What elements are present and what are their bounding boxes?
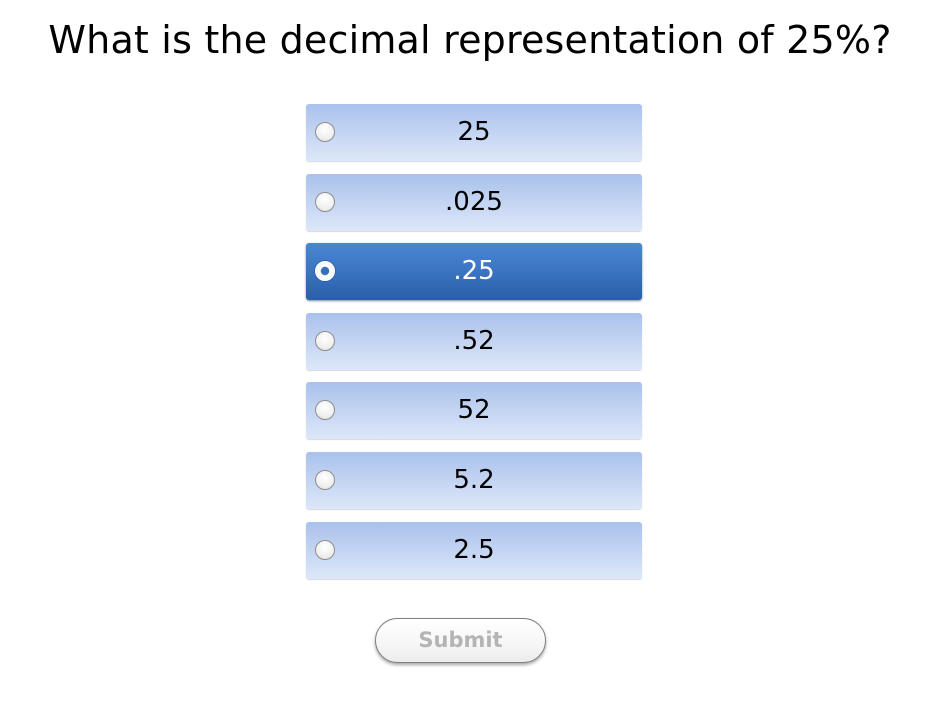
submit-button[interactable]: Submit [375,618,546,663]
option-label: 25 [457,117,491,147]
option-52[interactable]: 52 [306,382,642,440]
question-text: What is the decimal representation of 25… [48,18,892,62]
option-2-point-5[interactable]: 2.5 [306,521,642,579]
option-label: 5.2 [453,464,495,495]
radio-button-icon[interactable] [315,191,335,212]
option-point-52[interactable]: .52 [306,312,642,370]
option-025[interactable]: .025 [306,173,642,231]
option-label: .25 [453,256,495,287]
radio-button-icon[interactable] [315,122,335,142]
radio-button-icon[interactable] [315,539,335,560]
option-label: 52 [457,395,491,426]
answer-options: 25 .025 .25 .52 52 5.2 2.5 [306,104,642,591]
option-label: 2.5 [453,534,495,565]
radio-button-icon[interactable] [315,469,335,490]
option-5-point-2[interactable]: 5.2 [306,451,642,509]
radio-button-icon[interactable] [315,330,335,351]
option-25[interactable]: 25 [306,104,642,161]
option-label: .52 [453,325,495,356]
radio-button-icon[interactable] [315,400,335,421]
option-label: .025 [445,186,503,217]
radio-button-icon[interactable] [315,261,335,282]
option-point-25[interactable]: .25 [306,243,642,301]
